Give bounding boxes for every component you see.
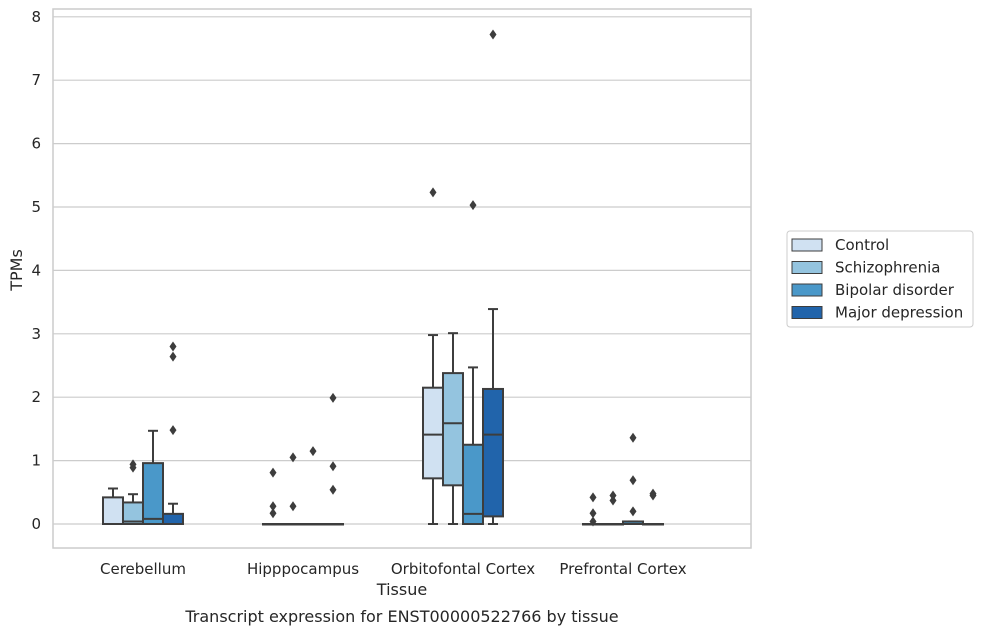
outlier-point [629, 475, 637, 486]
outlier-point [269, 467, 277, 478]
box [602, 490, 624, 526]
legend-label: Control [835, 236, 889, 254]
x-axis-label: Tissue [376, 580, 427, 599]
box [422, 187, 444, 525]
outlier-point [309, 446, 317, 457]
y-tick-label: 8 [31, 8, 41, 26]
box [162, 341, 184, 526]
box-body [442, 372, 464, 487]
legend-swatch [791, 261, 823, 274]
legend-label: Schizophrenia [835, 259, 940, 277]
box [262, 467, 284, 526]
outlier-point [269, 501, 277, 512]
legend-label: Bipolar disorder [835, 281, 955, 299]
box [462, 200, 484, 525]
y-tick-label: 1 [31, 452, 41, 470]
y-tick-label: 6 [31, 135, 41, 153]
box-body [142, 462, 164, 525]
outlier-point [169, 351, 177, 362]
box [622, 432, 644, 525]
box-body [102, 496, 124, 526]
y-tick-label: 3 [31, 325, 41, 343]
legend: Control Schizophrenia Bipolar disorder Majo… [786, 230, 974, 328]
box [642, 488, 664, 526]
chart-caption: Transcript expression for ENST0000052276… [184, 607, 618, 626]
box [482, 29, 504, 525]
box-body [482, 387, 504, 518]
y-tick-labels: 0 1 2 3 4 5 6 7 8 [31, 8, 41, 533]
box-body [462, 443, 484, 525]
legend-swatch [791, 306, 823, 319]
box [582, 492, 604, 527]
outlier-point [609, 490, 617, 501]
outlier-point [589, 508, 597, 519]
outlier-point [489, 29, 497, 40]
outlier-point [269, 508, 277, 519]
outlier-point [429, 187, 437, 198]
grid-lines [53, 16, 751, 525]
box-groups [102, 29, 664, 527]
x-tick-label: Orbitofontal Cortex [391, 560, 535, 578]
legend-swatch [791, 238, 823, 252]
y-tick-label: 4 [31, 261, 41, 279]
outlier-point [609, 495, 617, 506]
outlier-point [169, 341, 177, 352]
outlier-point [289, 501, 297, 512]
box [322, 392, 344, 526]
outlier-point [589, 492, 597, 503]
outlier-point [629, 506, 637, 517]
box [122, 459, 144, 525]
x-tick-label: Cerebellum [100, 560, 186, 578]
outlier-point [649, 490, 657, 501]
outlier-point [329, 461, 337, 472]
outlier-point [329, 484, 337, 495]
outlier-point [169, 425, 177, 436]
box [302, 446, 324, 526]
x-tick-label: Hipppocampus [247, 560, 359, 578]
legend-frame [786, 230, 974, 328]
y-axis-label: TPMs [7, 249, 26, 292]
legend-label: Major depression [835, 304, 963, 322]
outlier-point [589, 516, 597, 527]
box [282, 452, 304, 526]
box-body [162, 512, 184, 526]
x-tick-labels: Cerebellum Hipppocampus Orbitofontal Corte… [100, 560, 687, 578]
legend-swatch [791, 283, 823, 297]
box [102, 487, 124, 526]
outlier-point [469, 200, 477, 211]
x-tick-label: Prefrontal Cortex [559, 560, 686, 578]
y-tick-label: 0 [31, 515, 41, 533]
y-tick-label: 7 [31, 71, 41, 89]
outlier-point [329, 392, 337, 403]
plot-frame [52, 8, 752, 549]
outlier-point [129, 462, 137, 473]
y-tick-label: 2 [31, 388, 41, 406]
box-body [422, 386, 444, 480]
outlier-point [629, 432, 637, 443]
box [442, 332, 464, 525]
box [142, 429, 164, 525]
y-tick-label: 5 [31, 198, 41, 216]
outlier-point [289, 452, 297, 463]
